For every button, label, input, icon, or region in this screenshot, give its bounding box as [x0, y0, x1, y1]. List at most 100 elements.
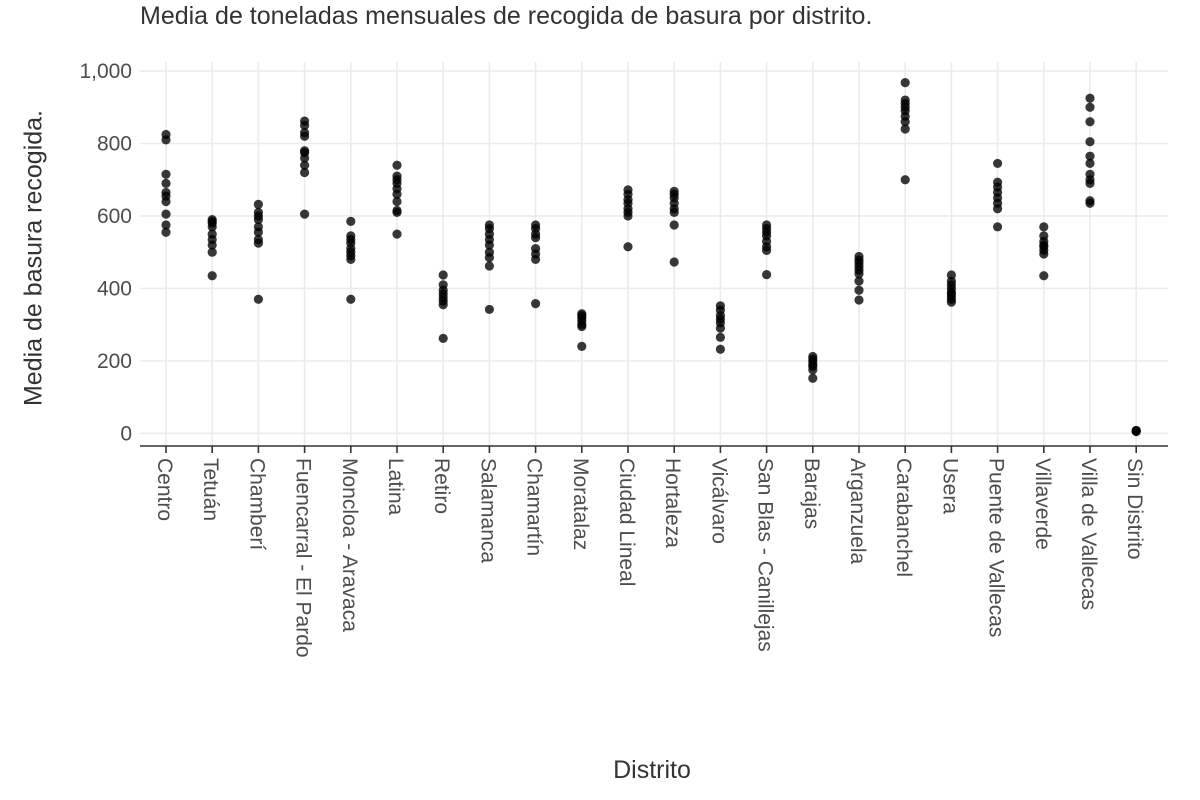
data-point	[808, 365, 818, 375]
data-point	[484, 304, 494, 315]
data-point	[854, 285, 864, 295]
data-point	[993, 158, 1003, 169]
data-point	[300, 209, 310, 219]
x-tick-label: Moratalaz	[569, 458, 592, 550]
y-tick-label: 600	[97, 205, 132, 228]
data-point	[346, 294, 356, 304]
data-point	[161, 220, 171, 230]
data-point	[854, 269, 864, 279]
data-point	[993, 222, 1003, 232]
x-tick-label: Latina	[384, 458, 407, 516]
data-point	[1085, 117, 1095, 127]
data-point	[946, 297, 957, 307]
x-tick-label: Hortaleza	[661, 458, 684, 548]
x-tick-label: Villaverde	[1031, 458, 1054, 550]
data-point	[161, 178, 171, 188]
data-point	[854, 295, 864, 305]
x-tick-label: Arganzuela	[846, 458, 869, 565]
data-point	[762, 270, 772, 280]
data-point	[392, 207, 402, 217]
data-point	[531, 254, 541, 265]
data-point	[161, 227, 171, 237]
data-point	[577, 321, 587, 332]
data-point	[161, 196, 171, 207]
data-point	[669, 220, 679, 230]
x-tick-label: Salamanca	[476, 458, 499, 563]
x-tick-label: Barajas	[800, 458, 823, 529]
y-tick-label: 400	[97, 277, 132, 300]
data-point	[300, 131, 310, 141]
data-point	[438, 300, 448, 310]
data-point	[1085, 102, 1095, 112]
data-point	[484, 261, 494, 271]
data-point	[207, 240, 217, 250]
x-tick-label: Chamberí	[245, 458, 268, 550]
data-point	[715, 323, 726, 333]
data-point	[253, 227, 263, 237]
data-point	[392, 196, 402, 207]
data-point	[161, 209, 171, 219]
data-point	[762, 245, 772, 255]
y-tick-label: 0	[120, 422, 132, 445]
data-point	[1085, 158, 1095, 169]
data-point	[531, 299, 541, 309]
x-axis-label: Distrito	[613, 756, 691, 784]
chart-title: Media de toneladas mensuales de recogida…	[140, 2, 873, 30]
data-point	[900, 117, 910, 127]
data-point	[300, 153, 310, 163]
data-point	[900, 175, 910, 185]
y-tick-label: 200	[97, 350, 132, 373]
data-point	[300, 160, 310, 170]
x-tick-label: Retiro	[430, 458, 453, 514]
data-point	[715, 344, 726, 354]
data-point	[438, 270, 448, 280]
data-point	[392, 189, 402, 199]
y-tick-label: 800	[97, 133, 132, 156]
data-point	[1085, 178, 1095, 188]
data-point	[300, 120, 310, 130]
x-tick-label: Villa de Vallecas	[1077, 458, 1100, 610]
x-tick-label: Carabanchel	[892, 458, 915, 577]
data-point	[900, 124, 910, 134]
x-tick-label: San Blas - Canillejas	[754, 458, 777, 652]
data-point	[346, 254, 356, 265]
data-point	[669, 257, 679, 267]
data-point	[346, 216, 356, 226]
data-point	[1039, 271, 1049, 281]
data-point	[253, 294, 263, 304]
data-point	[623, 242, 633, 252]
y-ticks: 0 200 400 600 800 1,000	[79, 60, 132, 445]
x-tick-label: Tetuán	[199, 458, 222, 521]
data-point	[900, 78, 910, 88]
data-point	[993, 204, 1003, 214]
data-point	[531, 233, 541, 243]
data-point	[161, 169, 171, 179]
x-tick-label: Moncloa - Aravaca	[338, 458, 361, 632]
data-point	[438, 333, 448, 344]
x-tick-label: Sin Distrito	[1123, 458, 1146, 560]
data-point	[207, 271, 217, 281]
grid	[140, 62, 1168, 446]
x-tick-label: Puente de Vallecas	[985, 458, 1008, 637]
data-point	[392, 229, 402, 239]
data-point	[623, 211, 633, 221]
data-point	[207, 222, 217, 232]
data-point	[577, 341, 587, 351]
x-ticks: Centro Tetuán Chamberí Fuencarral - El Pard…	[153, 458, 1146, 658]
data-point	[808, 373, 818, 383]
x-tick-label: Usera	[938, 458, 961, 514]
data-point	[253, 199, 263, 209]
data-point	[161, 135, 171, 145]
data-point	[1039, 249, 1049, 259]
data-point	[1039, 222, 1049, 232]
x-tick-label: Centro	[153, 458, 176, 521]
x-tick-label: Vicálvaro	[707, 458, 730, 544]
data-point	[1085, 151, 1095, 161]
data-point	[300, 167, 310, 178]
data-point	[253, 214, 263, 225]
data-points	[161, 78, 1141, 437]
data-point	[854, 276, 864, 286]
data-point	[392, 160, 402, 170]
data-point	[207, 247, 217, 257]
